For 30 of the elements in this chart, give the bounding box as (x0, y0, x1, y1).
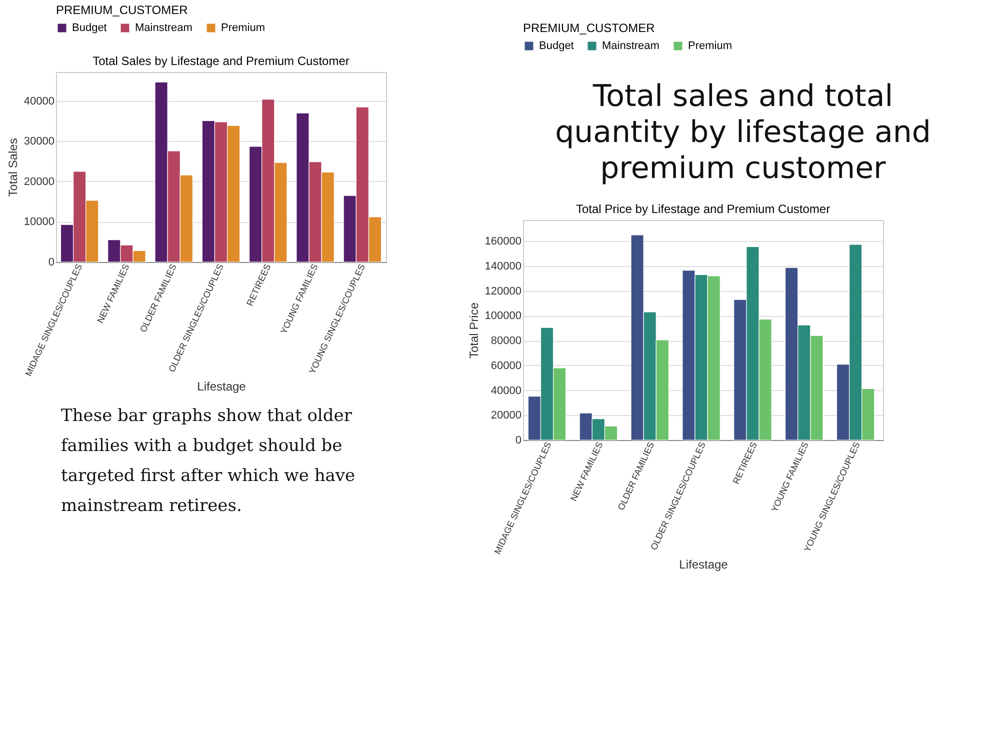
legend-title: PREMIUM_CUSTOMER (523, 21, 656, 35)
legend-label: Mainstream (602, 40, 660, 52)
legend-label: Premium (688, 40, 732, 52)
y-tick-label: 120000 (484, 285, 522, 298)
y-tick-label: 20000 (24, 176, 54, 188)
y-tick-label: 60000 (490, 360, 522, 372)
y-tick-label: 30000 (24, 136, 54, 148)
text: Total sales and total quantity by lifestage and premium customer (555, 79, 931, 186)
y-tick-label: 160000 (484, 236, 522, 248)
y-tick-label: 100000 (484, 310, 522, 322)
y-tick-label: 80000 (490, 335, 522, 348)
x-axis-title: Lifestage (197, 380, 246, 394)
y-tick-label: 40000 (490, 384, 522, 397)
chart-title: Total Sales by Lifestage and Premium Customer (92, 54, 350, 68)
legend-label: Mainstream (135, 22, 192, 34)
y-tick-label: 0 (515, 434, 522, 446)
chart-title: Total Price by Lifestage and Premium Customer (576, 202, 830, 216)
legend-label: Budget (539, 40, 574, 52)
y-axis-title: Total Sales (6, 138, 20, 197)
text: These bar graphs show that older families with a budget should be targeted first after which we have mainstream retirees. (61, 406, 356, 516)
y-axis-title: Total Price (466, 302, 481, 359)
y-tick-label: 140000 (484, 260, 522, 272)
y-tick-label: 20000 (490, 410, 522, 422)
y-tick-label: 0 (48, 256, 54, 268)
legend-title: PREMIUM_CUSTOMER (56, 3, 188, 17)
x-axis-title: Lifestage (679, 558, 728, 572)
legend-label: Premium (221, 22, 266, 34)
y-tick-label: 10000 (24, 216, 54, 228)
y-tick-label: 40000 (24, 95, 54, 108)
legend-label: Budget (72, 22, 107, 34)
